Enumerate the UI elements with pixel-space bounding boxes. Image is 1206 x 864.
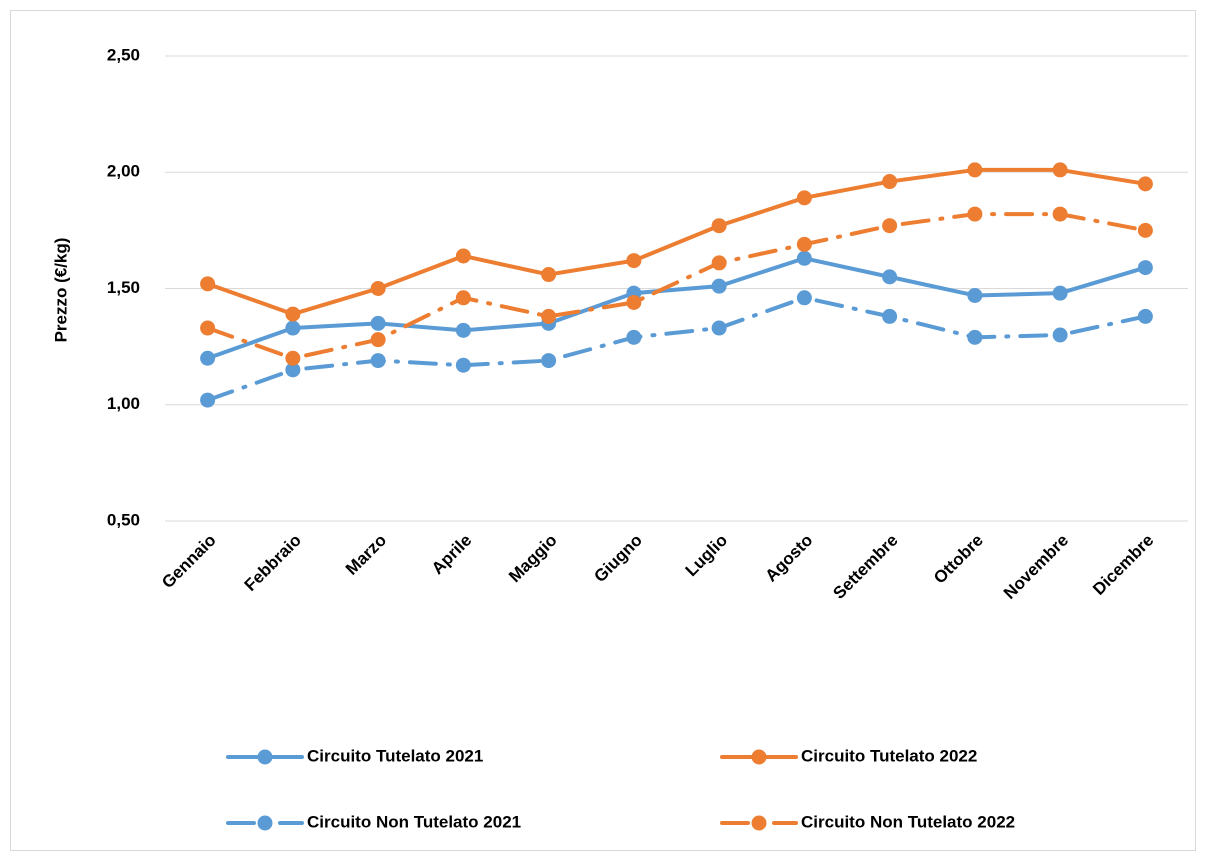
data-point bbox=[711, 218, 727, 234]
data-point bbox=[626, 294, 642, 310]
legend-label: Circuito Tutelato 2021 bbox=[307, 746, 483, 765]
series-line bbox=[205, 212, 1148, 361]
data-point bbox=[796, 236, 812, 252]
data-point bbox=[285, 350, 301, 366]
data-point bbox=[541, 267, 557, 283]
data-point bbox=[882, 174, 898, 190]
data-point bbox=[796, 250, 812, 266]
data-point bbox=[882, 269, 898, 285]
data-point bbox=[285, 362, 301, 378]
data-point bbox=[370, 332, 386, 348]
data-point bbox=[626, 329, 642, 345]
data-point bbox=[967, 162, 983, 178]
data-point bbox=[626, 253, 642, 269]
data-point bbox=[1137, 176, 1153, 192]
legend-marker bbox=[751, 815, 767, 831]
data-point bbox=[370, 315, 386, 331]
data-point bbox=[1137, 260, 1153, 276]
legend-marker bbox=[257, 815, 273, 831]
legend-label: Circuito Tutelato 2022 bbox=[801, 746, 977, 765]
data-point bbox=[541, 353, 557, 369]
data-point bbox=[541, 308, 557, 324]
legend-marker bbox=[257, 749, 273, 765]
data-point bbox=[1137, 222, 1153, 238]
data-point bbox=[200, 276, 216, 292]
series-line bbox=[205, 256, 1148, 361]
data-point bbox=[711, 255, 727, 271]
y-tick-label: 2,00 bbox=[107, 162, 140, 181]
data-point bbox=[1052, 285, 1068, 301]
y-tick-label: 1,00 bbox=[107, 394, 140, 413]
data-point bbox=[1052, 327, 1068, 343]
y-tick-label: 2,50 bbox=[107, 45, 140, 64]
data-point bbox=[370, 353, 386, 369]
data-point bbox=[455, 322, 471, 338]
series-line bbox=[205, 167, 1148, 317]
y-tick-label: 1,50 bbox=[107, 278, 140, 297]
data-point bbox=[796, 190, 812, 206]
data-point bbox=[455, 290, 471, 306]
data-point bbox=[200, 392, 216, 408]
data-point bbox=[882, 218, 898, 234]
data-point bbox=[967, 206, 983, 222]
data-point bbox=[455, 248, 471, 264]
data-point bbox=[967, 287, 983, 303]
legend-label: Circuito Non Tutelato 2021 bbox=[307, 812, 521, 831]
chart-border bbox=[10, 10, 1196, 851]
data-point bbox=[200, 320, 216, 336]
data-point bbox=[711, 320, 727, 336]
data-point bbox=[370, 281, 386, 296]
data-point bbox=[1052, 206, 1068, 222]
data-point bbox=[796, 290, 812, 306]
data-point bbox=[455, 357, 471, 373]
data-point bbox=[1052, 162, 1068, 178]
data-point bbox=[711, 278, 727, 294]
data-point bbox=[285, 320, 301, 336]
legend-marker bbox=[751, 749, 767, 765]
data-point bbox=[882, 308, 898, 324]
data-point bbox=[200, 350, 216, 366]
series-line bbox=[205, 295, 1148, 403]
data-point bbox=[285, 306, 301, 322]
legend-label: Circuito Non Tutelato 2022 bbox=[801, 812, 1015, 831]
y-axis-title: Prezzo (€/kg) bbox=[51, 238, 70, 343]
data-point bbox=[1137, 308, 1153, 324]
y-tick-label: 0,50 bbox=[107, 510, 140, 529]
data-point bbox=[967, 329, 983, 345]
